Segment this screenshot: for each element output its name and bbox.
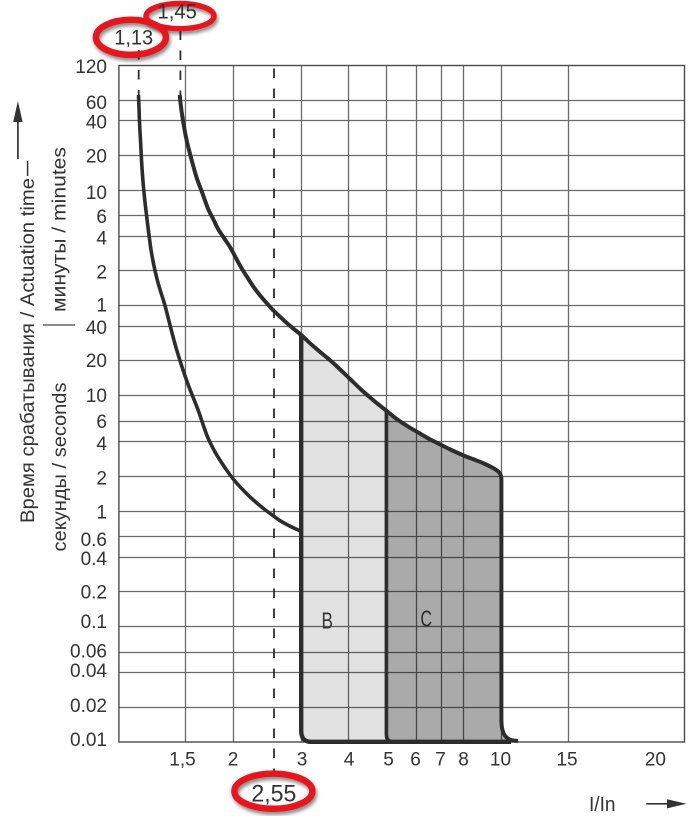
- svg-text:120: 120: [75, 57, 107, 78]
- svg-text:секунды / seconds: секунды / seconds: [49, 382, 71, 551]
- svg-text:40: 40: [86, 113, 107, 134]
- svg-text:1,13: 1,13: [114, 26, 153, 50]
- svg-text:2: 2: [228, 750, 239, 771]
- svg-text:C: C: [421, 606, 433, 632]
- svg-text:0.02: 0.02: [70, 696, 107, 717]
- svg-text:1,5: 1,5: [169, 750, 195, 771]
- svg-text:3: 3: [297, 750, 308, 771]
- svg-text:40: 40: [86, 318, 107, 339]
- svg-text:1,45: 1,45: [158, 0, 197, 24]
- svg-text:6: 6: [96, 412, 107, 433]
- svg-text:60: 60: [86, 93, 107, 114]
- svg-text:0.6: 0.6: [81, 530, 107, 551]
- svg-text:4: 4: [96, 434, 107, 455]
- svg-text:20: 20: [86, 351, 107, 372]
- svg-text:7: 7: [435, 750, 446, 771]
- svg-text:1: 1: [96, 296, 107, 317]
- svg-text:1: 1: [96, 503, 107, 524]
- svg-text:0.06: 0.06: [70, 642, 107, 663]
- svg-text:Время срабатывания / Actuation: Время срабатывания / Actuation time: [17, 178, 39, 523]
- svg-text:15: 15: [556, 750, 577, 771]
- svg-text:2,55: 2,55: [251, 781, 296, 808]
- svg-text:10: 10: [86, 183, 107, 204]
- svg-text:6: 6: [96, 207, 107, 228]
- svg-text:4: 4: [96, 229, 107, 250]
- svg-text:I/In: I/In: [589, 794, 616, 816]
- svg-text:20: 20: [86, 147, 107, 168]
- svg-text:0.2: 0.2: [81, 582, 107, 603]
- svg-text:0.04: 0.04: [70, 661, 107, 682]
- svg-text:0.1: 0.1: [81, 612, 107, 633]
- svg-text:B: B: [322, 608, 334, 634]
- svg-text:10: 10: [86, 386, 107, 407]
- svg-text:0.4: 0.4: [81, 549, 108, 570]
- svg-text:0.01: 0.01: [70, 730, 107, 751]
- svg-text:6: 6: [410, 750, 421, 771]
- svg-text:2: 2: [96, 469, 107, 490]
- svg-text:10: 10: [490, 750, 511, 771]
- svg-text:2: 2: [96, 263, 107, 284]
- svg-text:20: 20: [645, 750, 666, 771]
- svg-text:минуты / minutes: минуты / minutes: [49, 147, 71, 312]
- svg-text:4: 4: [344, 750, 355, 771]
- svg-text:8: 8: [458, 750, 469, 771]
- svg-text:5: 5: [383, 750, 394, 771]
